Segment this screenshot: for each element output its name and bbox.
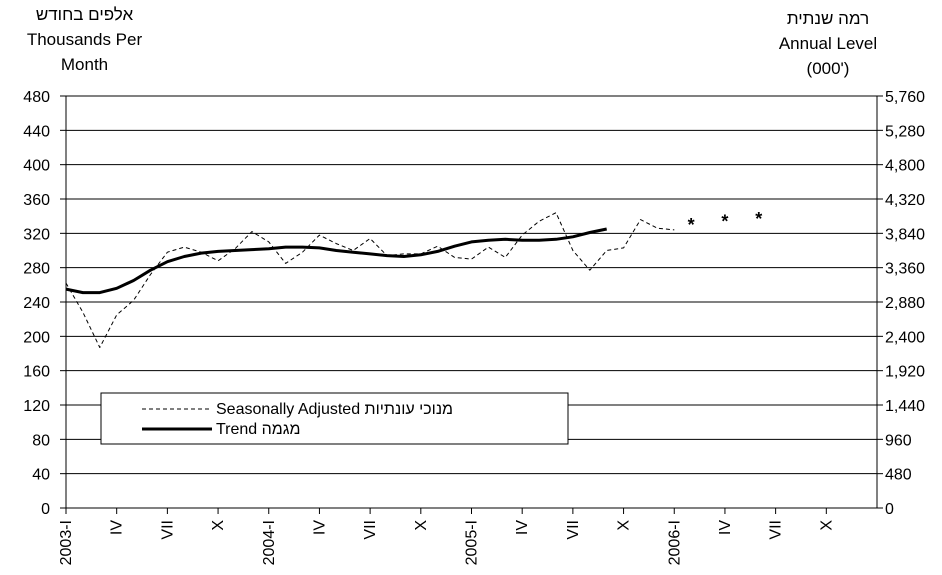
right-axis-header: רמה שנתית Annual Level (000') xyxy=(742,6,914,81)
x-tick-label: IV xyxy=(514,520,531,535)
x-tick-label: VII xyxy=(362,520,379,540)
left-axis-header-line-3: Month xyxy=(60,55,109,74)
x-tick-label: X xyxy=(413,520,430,531)
x-tick-label: 2003-I xyxy=(58,520,75,565)
left-axis-header-line-1: אלפים בחודש xyxy=(35,5,134,24)
projection-marker: * xyxy=(688,215,695,235)
y2-tick-label: 4,800 xyxy=(885,158,925,175)
y2-tick-label: 5,280 xyxy=(885,123,925,140)
axes: 0 0 40 480 80 960 120 1,440 160 1,920 200 2,400 240 2… xyxy=(23,89,925,565)
projection-marker: * xyxy=(721,212,728,232)
series-layer: * * * xyxy=(65,209,762,348)
legend-label-seasonal: Seasonally Adjusted מנוכי עונתיות xyxy=(216,401,453,418)
y-tick-label: 360 xyxy=(23,192,50,209)
left-axis-header-line-2: Thousands Per xyxy=(26,30,143,49)
legend-box xyxy=(100,392,569,445)
right-axis-header-line-1: רמה שנתית xyxy=(786,9,870,28)
x-tick-label: 2005-I xyxy=(464,520,481,565)
y2-tick-label: 0 xyxy=(885,501,894,518)
y2-tick-label: 480 xyxy=(885,467,912,484)
legend: Seasonally Adjusted מנוכי עונתיות Trend … xyxy=(100,392,569,445)
legend-label-trend: Trend מגמה xyxy=(216,421,301,438)
y-tick-label: 0 xyxy=(41,501,50,518)
y2-tick-label: 3,360 xyxy=(885,261,925,278)
right-axis-header-line-2: Annual Level xyxy=(778,34,878,53)
y-tick-label: 320 xyxy=(23,226,50,243)
y2-tick-label: 1,920 xyxy=(885,364,925,381)
x-tick-label: IV xyxy=(109,520,126,535)
x-tick-label: X xyxy=(210,520,227,531)
y2-tick-label: 1,440 xyxy=(885,398,925,415)
y-tick-label: 160 xyxy=(23,364,50,381)
y2-tick-label: 2,880 xyxy=(885,295,925,312)
y-tick-label: 440 xyxy=(23,123,50,140)
y2-tick-label: 2,400 xyxy=(885,329,925,346)
y-tick-label: 40 xyxy=(32,467,50,484)
x-tick-label: X xyxy=(616,520,633,531)
left-axis-header: אלפים בחודש Thousands Per Month xyxy=(2,2,167,77)
y-tick-label: 200 xyxy=(23,329,50,346)
y2-tick-label: 3,840 xyxy=(885,226,925,243)
y2-tick-label: 4,320 xyxy=(885,192,925,209)
projection-marker: * xyxy=(755,209,762,229)
right-axis-header-line-3: (000') xyxy=(806,59,850,78)
y2-tick-label: 5,760 xyxy=(885,89,925,106)
y-tick-label: 280 xyxy=(23,261,50,278)
x-tick-label: VII xyxy=(768,520,785,540)
y-tick-label: 120 xyxy=(23,398,50,415)
x-tick-label: VII xyxy=(565,520,582,540)
y-tick-label: 400 xyxy=(23,158,50,175)
x-tick-label: 2004-I xyxy=(261,520,278,565)
seasonally-adjusted-line xyxy=(65,212,675,348)
y-tick-label: 480 xyxy=(23,89,50,106)
y2-tick-label: 960 xyxy=(885,432,912,449)
trend-line xyxy=(65,227,608,295)
x-tick-label: IV xyxy=(311,520,328,535)
x-tick-label: X xyxy=(818,520,835,531)
x-tick-label: VII xyxy=(159,520,176,540)
x-tick-label: 2006-I xyxy=(666,520,683,565)
x-tick-label: IV xyxy=(717,520,734,535)
y-tick-label: 80 xyxy=(32,432,50,449)
y-tick-label: 240 xyxy=(23,295,50,312)
